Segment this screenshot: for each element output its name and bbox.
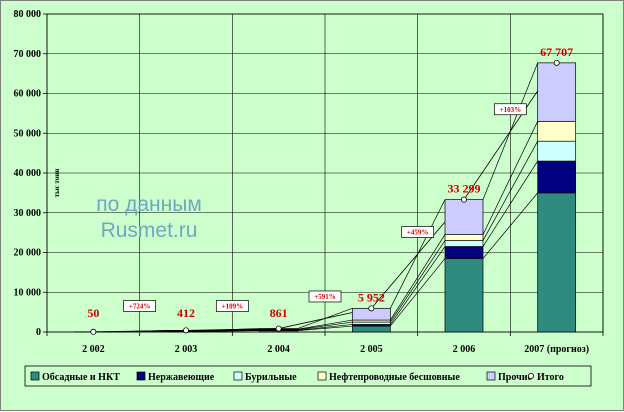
bar-segment <box>538 161 576 193</box>
bar-segment <box>538 141 576 161</box>
legend-swatch <box>234 372 242 380</box>
bar-segment <box>445 200 483 235</box>
total-marker <box>276 326 281 331</box>
total-marker <box>183 328 188 333</box>
watermark-line2: Rusmet.ru <box>101 219 198 242</box>
x-tick-label: 2007 (прогноз) <box>524 344 589 355</box>
watermark-line1: по данным <box>96 193 202 216</box>
growth-label: +724% <box>129 303 151 311</box>
y-tick-label: 40 000 <box>14 168 42 179</box>
y-tick-label: 30 000 <box>14 208 42 219</box>
legend-swatch <box>31 372 39 380</box>
total-value-label: 67 707 <box>540 45 573 59</box>
y-axis-label: тыс тонн <box>53 169 61 198</box>
bar-segment <box>538 63 576 121</box>
total-marker <box>369 306 374 311</box>
y-tick-label: 50 000 <box>14 128 42 139</box>
legend-marker-total <box>528 373 533 378</box>
y-tick-label: 20 000 <box>14 248 42 259</box>
legend-swatch <box>487 372 495 380</box>
bar-segment <box>445 235 483 241</box>
legend-label: Итого <box>537 372 564 383</box>
growth-label: +103% <box>500 106 522 114</box>
legend-label: Нержавеющие <box>148 372 215 383</box>
bar-segment <box>352 322 390 324</box>
total-marker <box>91 329 96 334</box>
total-value-label: 5 952 <box>358 290 385 304</box>
bar-segment <box>538 193 576 332</box>
y-tick-label: 0 <box>36 327 41 338</box>
total-value-label: 33 299 <box>448 182 481 196</box>
legend-label: Бурильные <box>245 372 297 383</box>
y-tick-label: 60 000 <box>14 89 42 100</box>
legend-label: Прочие <box>498 372 532 383</box>
growth-label: +459% <box>407 228 429 236</box>
bar-segment <box>538 121 576 141</box>
total-marker <box>461 197 466 202</box>
y-tick-label: 10 000 <box>14 287 42 298</box>
bar-segment <box>445 247 483 259</box>
total-marker <box>554 60 559 65</box>
total-value-label: 50 <box>87 306 99 320</box>
x-tick-label: 2 002 <box>82 344 105 355</box>
legend-swatch <box>318 372 326 380</box>
legend-label: Обсадные и НКТ <box>42 372 120 383</box>
growth-label: +591% <box>314 293 336 301</box>
y-tick-label: 70 000 <box>14 49 42 60</box>
legend-label: Нефтепроводные бесшовные <box>329 372 460 383</box>
legend-swatch <box>137 372 145 380</box>
bar-segment <box>445 258 483 332</box>
total-value-label: 861 <box>270 306 288 320</box>
x-tick-label: 2 004 <box>267 344 290 355</box>
growth-label: +109% <box>222 303 244 311</box>
x-tick-label: 2 003 <box>175 344 198 355</box>
x-tick-label: 2 005 <box>360 344 383 355</box>
bar-segment <box>445 241 483 247</box>
total-value-label: 412 <box>177 306 195 320</box>
x-tick-label: 2 006 <box>453 344 476 355</box>
y-tick-label: 80 000 <box>14 9 42 20</box>
bar-segment <box>352 326 390 332</box>
